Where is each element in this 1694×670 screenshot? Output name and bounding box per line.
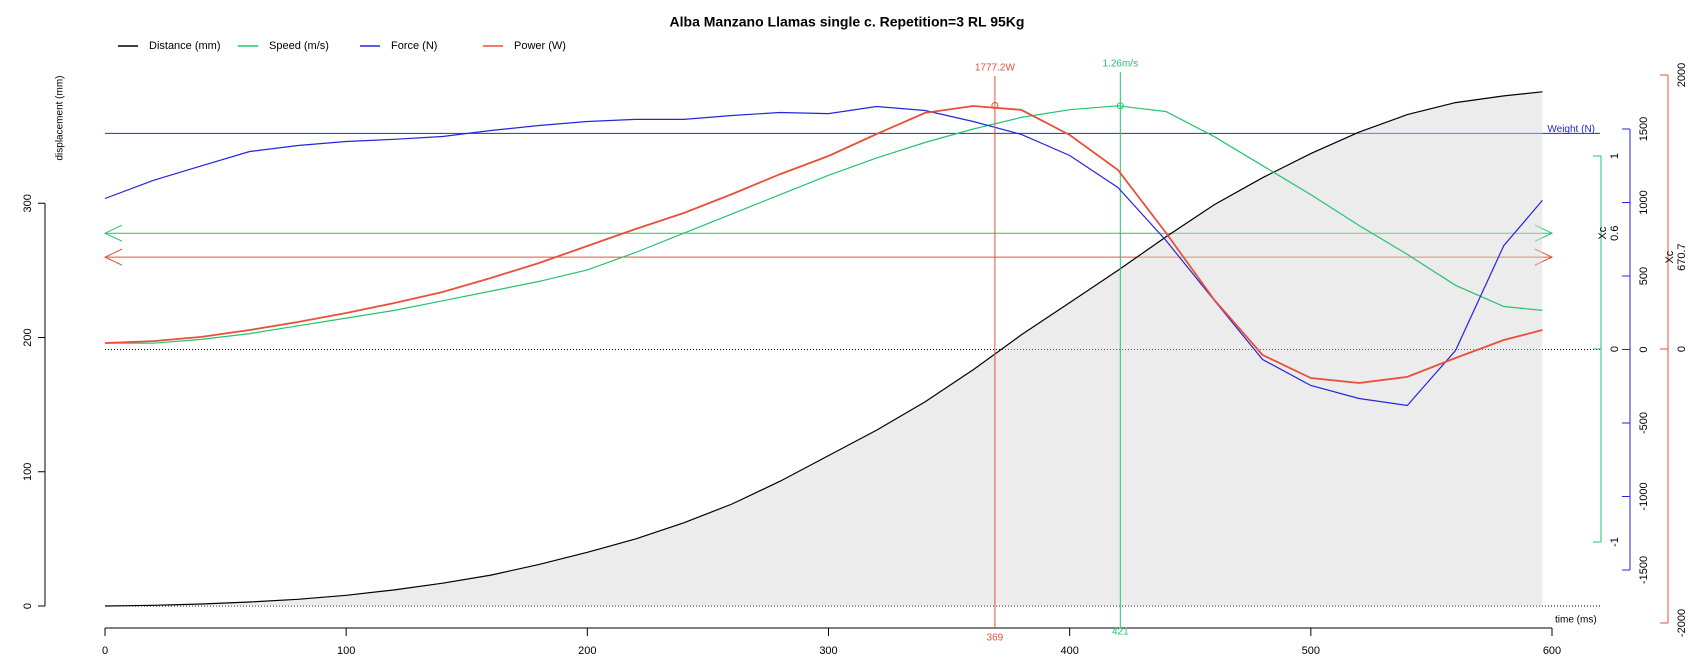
x-tick-label: 100	[337, 645, 355, 657]
legend-label: Power (W)	[514, 40, 566, 52]
y-axis-label: displacement (mm)	[55, 75, 66, 160]
legend-label: Force (N)	[391, 40, 437, 52]
mean-arrow-head	[1534, 224, 1554, 242]
mean-arrow-head	[103, 248, 123, 266]
x-tick-label: 300	[819, 645, 837, 657]
x-tick-label: 600	[1543, 645, 1561, 657]
y-tick-label: 0	[1676, 346, 1688, 352]
y-tick-label: 100	[22, 463, 34, 481]
chart-title: Alba Manzano Llamas single c. Repetition…	[670, 14, 1025, 30]
mean-label: Xc	[1597, 226, 1609, 239]
peak-marker	[991, 102, 999, 110]
y-tick-label: 300	[22, 194, 34, 212]
legend-label: Distance (mm)	[149, 40, 221, 52]
y-tick-label: 0	[1609, 346, 1621, 352]
x-axis-label: time (ms)	[1555, 615, 1597, 626]
x-tick-label: 0	[102, 645, 108, 657]
mean-arrow-head	[1534, 248, 1554, 266]
y-tick-label: -2000	[1676, 609, 1688, 637]
mean-label: Xc	[1664, 250, 1676, 263]
x-tick-label: 200	[578, 645, 596, 657]
mean-tick-label: 670.7	[1676, 243, 1688, 271]
series-line	[104, 105, 1543, 384]
peak-label: 1777.2W	[975, 63, 1016, 74]
y-tick-label: 0	[1638, 346, 1650, 352]
y-tick-label: -1500	[1638, 556, 1650, 584]
y-tick-label: 500	[1638, 267, 1650, 285]
peak-time-label: 421	[1112, 627, 1129, 638]
y-tick-label: 0	[22, 603, 34, 609]
series-line	[104, 91, 1543, 607]
y-tick-label: 1000	[1638, 190, 1650, 214]
y-tick-label: -500	[1638, 412, 1650, 434]
mean-tick-label: 0.6	[1609, 226, 1621, 241]
peak-time-label: 369	[987, 633, 1004, 644]
legend-label: Speed (m/s)	[269, 40, 329, 52]
peak-marker	[1116, 102, 1124, 110]
y-tick-label: 1500	[1638, 117, 1650, 141]
series-line	[104, 105, 1543, 407]
y-tick-label: 200	[22, 328, 34, 346]
y-tick-label: -1000	[1638, 482, 1650, 510]
x-tick-label: 500	[1302, 645, 1320, 657]
series-line	[105, 105, 1543, 344]
distance-area	[105, 91, 1543, 607]
x-tick-label: 400	[1060, 645, 1078, 657]
peak-label: 1.26m/s	[1103, 59, 1139, 70]
y-tick-label: -1	[1609, 537, 1621, 547]
y-tick-label: 1	[1609, 153, 1621, 159]
mean-arrow-head	[103, 224, 123, 242]
weight-label: Weight (N)	[1547, 124, 1595, 135]
y-tick-label: 2000	[1676, 63, 1688, 87]
